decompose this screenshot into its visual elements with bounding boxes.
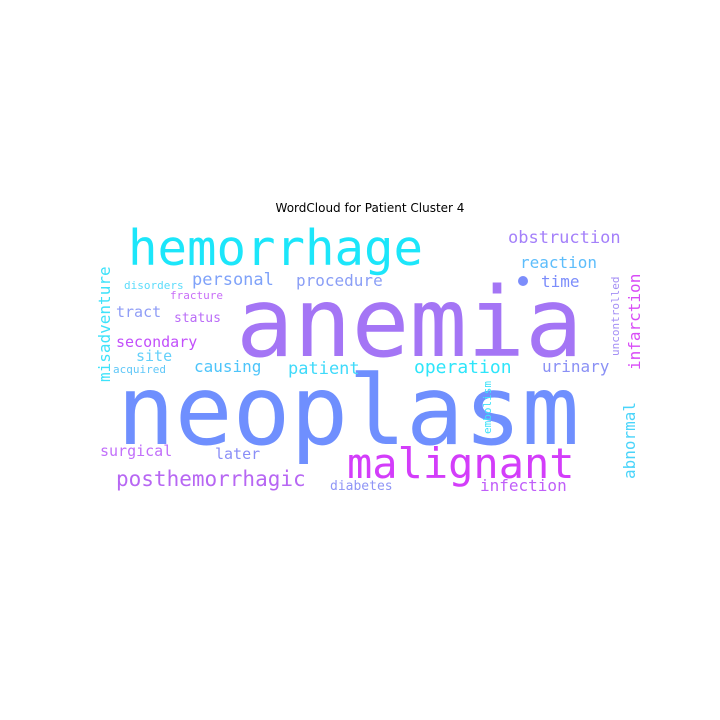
- word-reaction: reaction: [520, 253, 597, 272]
- word-tract: tract: [116, 303, 161, 321]
- word-misadventure: misadventure: [95, 266, 114, 382]
- word-infection: infection: [480, 476, 567, 495]
- word-secondary: secondary: [116, 333, 197, 351]
- word-acquired: acquired: [113, 363, 166, 376]
- word-status: status: [174, 311, 221, 326]
- word-fracture: fracture: [170, 289, 223, 302]
- word-site: site: [136, 347, 172, 365]
- word-causing: causing: [194, 357, 261, 376]
- word-malignant: malignant: [347, 439, 575, 488]
- word-disorders: disorders: [124, 279, 184, 292]
- word-patient: patient: [288, 359, 360, 379]
- word-operation: operation: [414, 357, 512, 378]
- word-neoplasm: neoplasm: [117, 355, 579, 467]
- word-procedure: procedure: [296, 271, 383, 290]
- word-diabetes: diabetes: [330, 479, 393, 494]
- word-uncontrolled: uncontrolled: [609, 277, 622, 356]
- word-time: time: [541, 272, 580, 291]
- word-embolism: embolism: [481, 381, 494, 434]
- word-posthemorrhagic: posthemorrhagic: [116, 467, 306, 491]
- word-infarction: infarction: [625, 274, 644, 370]
- word-anemia: anemia: [236, 267, 583, 379]
- word-urinary: urinary: [542, 357, 610, 376]
- word-later: later: [215, 445, 260, 463]
- word-surgical: surgical: [100, 442, 172, 460]
- dot-marker: [518, 276, 528, 286]
- chart-title: WordCloud for Patient Cluster 4: [275, 201, 465, 215]
- word-personal: personal: [192, 270, 274, 290]
- word-abnormal: abnormal: [620, 402, 639, 479]
- word-hemorrhage: hemorrhage: [128, 220, 423, 277]
- word-obstruction: obstruction: [508, 228, 621, 248]
